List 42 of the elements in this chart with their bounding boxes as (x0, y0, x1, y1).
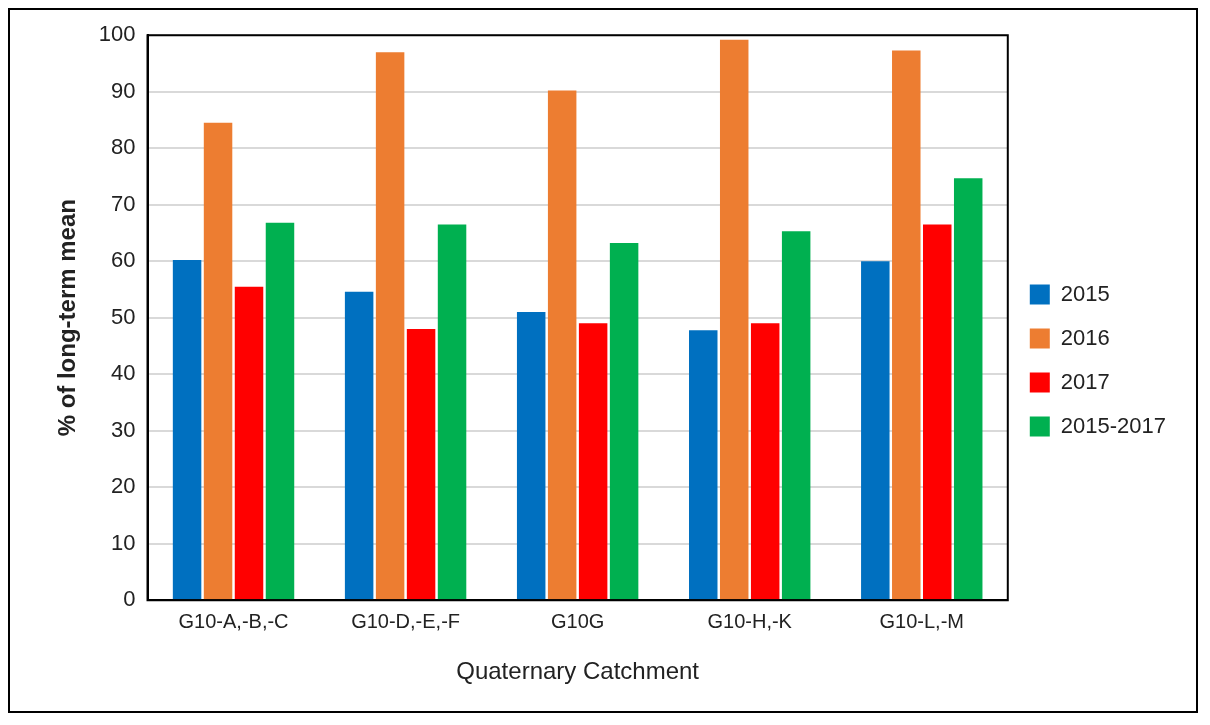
bar (265, 222, 295, 600)
bar (689, 330, 718, 600)
y-tick-label: 50 (111, 303, 136, 329)
bar (609, 243, 639, 600)
y-axis-title: % of long-term mean (53, 199, 81, 437)
bar (578, 323, 608, 600)
bar (892, 50, 921, 600)
y-tick-label: 90 (111, 77, 136, 103)
y-tick-label: 70 (111, 190, 136, 216)
y-tick-label: 60 (111, 247, 136, 273)
bar (547, 90, 577, 600)
bar (516, 312, 546, 600)
bar (719, 39, 749, 600)
y-tick-label: 80 (111, 134, 136, 160)
y-tick-label: 100 (98, 21, 136, 47)
y-tick-label: 10 (111, 529, 136, 555)
y-tick-label: 0 (123, 586, 136, 612)
bar (234, 286, 264, 600)
x-tick-label: G10-D,-E,-F (351, 609, 461, 632)
x-tick-label: G10-L,-M (879, 609, 964, 632)
bar (203, 122, 233, 600)
y-tick-label: 40 (111, 360, 136, 386)
x-axis-title: Quaternary Catchment (456, 657, 700, 685)
bar (781, 231, 811, 600)
x-tick-label: G10G (550, 609, 605, 632)
bar (406, 329, 436, 600)
bar (375, 52, 405, 600)
legend-label: 2016 (1060, 324, 1110, 350)
x-tick-label: G10-A,-B,-C (178, 609, 289, 632)
bar (437, 224, 467, 600)
bar (750, 323, 780, 600)
x-tick-label: G10-H,-K (707, 609, 793, 632)
y-tick-label: 30 (111, 416, 136, 442)
bar (344, 291, 374, 600)
legend-label: 2015 (1060, 280, 1110, 306)
bar (923, 224, 952, 600)
legend-label: 2015-2017 (1060, 412, 1167, 438)
bar (172, 260, 202, 600)
bar (861, 261, 890, 600)
bar (953, 178, 983, 600)
legend-label: 2017 (1060, 368, 1110, 394)
y-tick-label: 20 (111, 473, 136, 499)
